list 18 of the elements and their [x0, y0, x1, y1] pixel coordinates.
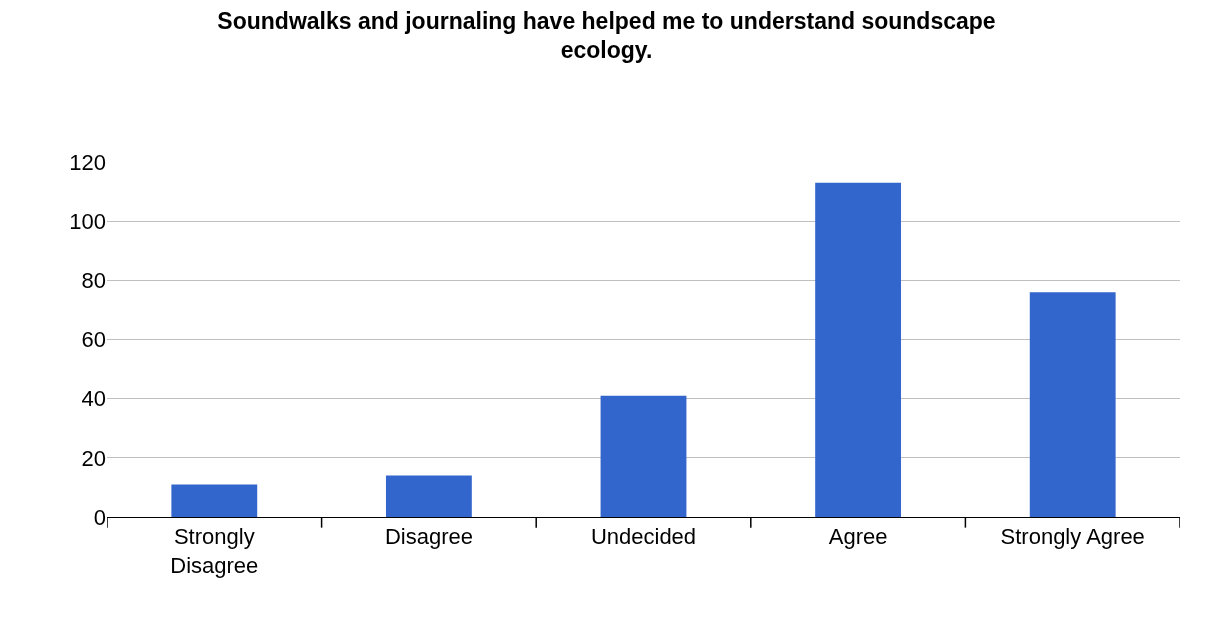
x-tick-label: Disagree [384, 524, 473, 550]
y-tick-label: 20 [81, 445, 106, 471]
bar [600, 395, 687, 517]
y-tick-label: 0 [93, 504, 106, 530]
y-tick-label: 60 [81, 327, 106, 353]
y-tick-label: 120 [69, 149, 106, 175]
x-tick-label: Agree [828, 524, 888, 550]
x-tick-label: Undecided [590, 524, 697, 550]
bar [815, 182, 902, 517]
x-tick-label: Strongly Disagree [170, 524, 259, 578]
bar [385, 475, 472, 517]
bar [171, 484, 258, 517]
x-tick-label: Strongly Agree [1000, 524, 1145, 550]
y-tick-label: 100 [69, 208, 106, 234]
chart-title: Soundwalks and journaling have helped me to understand soundscape ecology. [217, 7, 996, 64]
bar [1029, 292, 1116, 517]
y-tick-label: 40 [81, 386, 106, 412]
y-tick-label: 80 [81, 268, 106, 294]
